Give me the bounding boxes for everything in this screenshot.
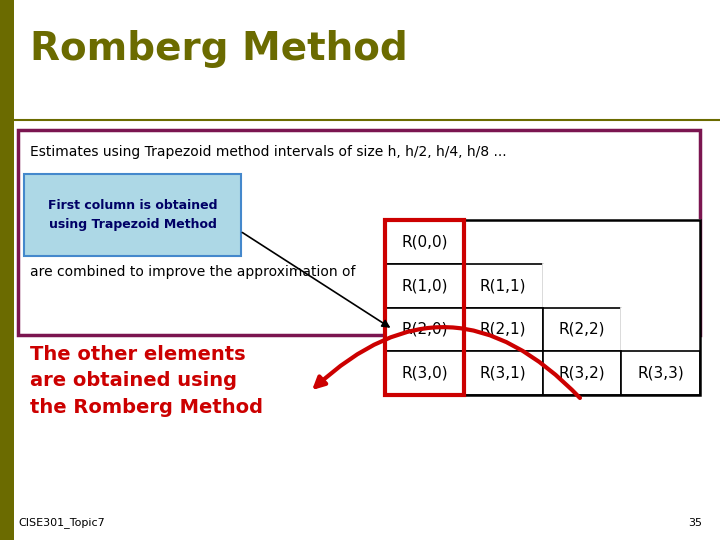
- Text: $\int_a^b$: $\int_a^b$: [490, 265, 531, 329]
- Bar: [621, 264, 700, 307]
- Text: Estimates using Trapezoid method intervals of size h, h/2, h/4, h/8 ...: Estimates using Trapezoid method interva…: [30, 145, 507, 159]
- Text: 35: 35: [688, 518, 702, 528]
- Text: R(1,1): R(1,1): [480, 278, 526, 293]
- Bar: [464, 307, 542, 351]
- Text: R(0,0): R(0,0): [401, 234, 448, 249]
- Bar: [621, 351, 700, 395]
- Bar: [542, 264, 621, 307]
- Bar: [542, 351, 621, 395]
- Bar: [621, 220, 700, 264]
- Bar: [385, 307, 464, 351]
- Text: R(2,2): R(2,2): [559, 322, 605, 337]
- Text: The other elements
are obtained using
the Romberg Method: The other elements are obtained using th…: [30, 345, 263, 417]
- Bar: [464, 351, 542, 395]
- Text: are combined to improve the approximation of: are combined to improve the approximatio…: [30, 265, 356, 279]
- Text: f(x) dx: f(x) dx: [535, 275, 580, 289]
- Text: R(1,0): R(1,0): [401, 278, 448, 293]
- Bar: [542, 220, 621, 264]
- Bar: [464, 220, 542, 264]
- FancyBboxPatch shape: [18, 130, 700, 335]
- Text: First column is obtained
using Trapezoid Method: First column is obtained using Trapezoid…: [48, 199, 217, 231]
- Bar: [385, 264, 464, 307]
- Bar: [542, 307, 621, 351]
- Text: R(2,0): R(2,0): [401, 322, 448, 337]
- FancyBboxPatch shape: [24, 174, 241, 256]
- Text: R(3,2): R(3,2): [559, 366, 606, 381]
- Bar: [385, 351, 464, 395]
- Bar: [0, 0, 14, 540]
- Text: R(3,3): R(3,3): [637, 366, 684, 381]
- Bar: [385, 220, 464, 395]
- Bar: [621, 307, 700, 351]
- Text: R(3,0): R(3,0): [401, 366, 448, 381]
- Text: R(2,1): R(2,1): [480, 322, 526, 337]
- Bar: [385, 220, 700, 395]
- Bar: [464, 264, 542, 307]
- Bar: [385, 220, 464, 264]
- Text: R(3,1): R(3,1): [480, 366, 526, 381]
- Text: Romberg Method: Romberg Method: [30, 30, 408, 68]
- Text: CISE301_Topic7: CISE301_Topic7: [18, 517, 104, 528]
